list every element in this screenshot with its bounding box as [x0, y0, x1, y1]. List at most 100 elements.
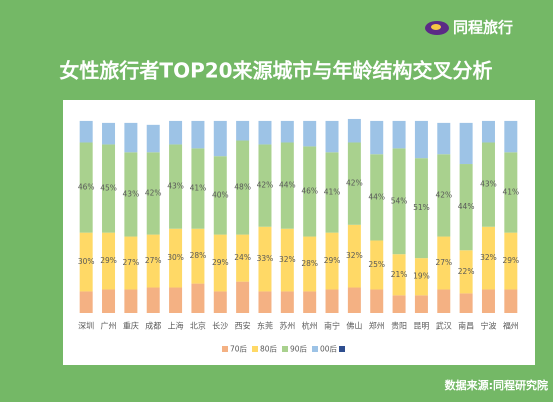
bar-segment [504, 152, 518, 233]
data-label: 42% [145, 188, 162, 197]
bar-segment [236, 281, 250, 313]
data-label: 28% [190, 251, 207, 260]
bar-segment [169, 287, 183, 313]
data-label: 43% [167, 182, 184, 191]
bar-segment [258, 226, 272, 292]
x-tick-label: 武汉 [436, 321, 452, 331]
x-tick-label: 南昌 [458, 321, 474, 331]
bar-segment [325, 289, 339, 313]
bar-segment [102, 232, 116, 290]
bar-segment [504, 232, 518, 290]
bar-segment [191, 228, 205, 284]
data-label: 41% [324, 187, 341, 196]
bar-segment [392, 120, 406, 149]
bar-segment [437, 122, 451, 155]
bar-segment [169, 120, 183, 145]
data-label: 32% [279, 255, 296, 264]
data-label: 42% [435, 190, 452, 199]
bar-segment [213, 120, 227, 157]
data-label: 32% [346, 251, 363, 260]
bar-segment [191, 283, 205, 313]
data-label: 29% [324, 256, 341, 265]
data-label: 48% [234, 183, 251, 192]
bar-segment [459, 122, 473, 165]
bar-segment [124, 152, 138, 237]
bar-segment [347, 224, 361, 288]
data-label: 46% [78, 183, 95, 192]
bar-segment [213, 234, 227, 292]
bar-segment [481, 226, 495, 290]
bar-segment [146, 287, 160, 313]
bar-segment [79, 120, 93, 143]
bar-segment [392, 148, 406, 255]
data-label: 33% [257, 254, 274, 263]
data-label: 43% [480, 180, 497, 189]
x-tick-label: 南宁 [324, 321, 340, 331]
legend-label: 80后 [260, 344, 278, 354]
x-tick-label: 郑州 [369, 321, 385, 331]
legend-swatch [282, 346, 288, 352]
data-label: 30% [167, 253, 184, 262]
bar-segment [169, 228, 183, 288]
data-label: 25% [368, 260, 385, 269]
legend-swatch [222, 346, 228, 352]
bar-segment [437, 236, 451, 290]
bar-segment [303, 120, 317, 147]
bar-segment [504, 289, 518, 313]
x-tick-label: 贵阳 [391, 321, 407, 331]
bar-segment [236, 140, 250, 235]
x-tick-label: 广州 [101, 321, 117, 331]
bar-segment [213, 291, 227, 313]
bar-segment [370, 120, 384, 155]
x-tick-label: 上海 [168, 321, 184, 331]
data-label: 42% [257, 181, 274, 190]
bar-segment [414, 158, 428, 259]
bar-segment [370, 154, 384, 241]
data-label: 32% [480, 253, 497, 262]
bar-segment [459, 164, 473, 251]
chart-title: 女性旅行者TOP20来源城市与年龄结构交叉分析 [59, 59, 492, 83]
bar-segment [280, 142, 294, 229]
legend-swatch [252, 346, 258, 352]
data-label: 44% [279, 181, 296, 190]
brand: 同程旅行 [453, 19, 513, 37]
legend-label: 90后 [290, 344, 308, 354]
x-tick-label: 佛山 [346, 321, 362, 331]
bar-segment [280, 291, 294, 313]
bar-segment [303, 291, 317, 313]
bar-segment [146, 234, 160, 288]
x-tick-label: 东莞 [257, 321, 273, 331]
data-label: 29% [100, 256, 117, 265]
bar-segment [392, 295, 406, 313]
data-label: 29% [212, 258, 229, 267]
bar-segment [280, 228, 294, 292]
data-label: 45% [100, 184, 117, 193]
bar-segment [79, 232, 93, 292]
plot-panel [63, 100, 535, 365]
bar-segment [370, 240, 384, 290]
data-label: 43% [123, 189, 140, 198]
bar-segment [414, 120, 428, 159]
data-label: 44% [368, 192, 385, 201]
data-label: 27% [145, 256, 162, 265]
bar-segment [325, 232, 339, 290]
data-label: 29% [502, 256, 519, 265]
bar-segment [169, 144, 183, 229]
bar-segment [481, 120, 495, 143]
data-label: 41% [502, 187, 519, 196]
bar-segment [414, 258, 428, 296]
legend-swatch [312, 346, 318, 352]
data-label: 42% [346, 179, 363, 188]
legend-label: 70后 [230, 344, 248, 354]
bar-segment [347, 142, 361, 225]
data-label: 27% [123, 258, 140, 267]
bar-segment [191, 120, 205, 149]
x-tick-label: 苏州 [279, 321, 295, 331]
data-label: 54% [391, 196, 408, 205]
legend-swatch [339, 346, 345, 352]
bar-segment [102, 144, 116, 233]
bar-segment [146, 152, 160, 235]
source: 数据来源:同程研究院 [445, 378, 548, 392]
x-tick-label: 宁波 [480, 321, 496, 331]
